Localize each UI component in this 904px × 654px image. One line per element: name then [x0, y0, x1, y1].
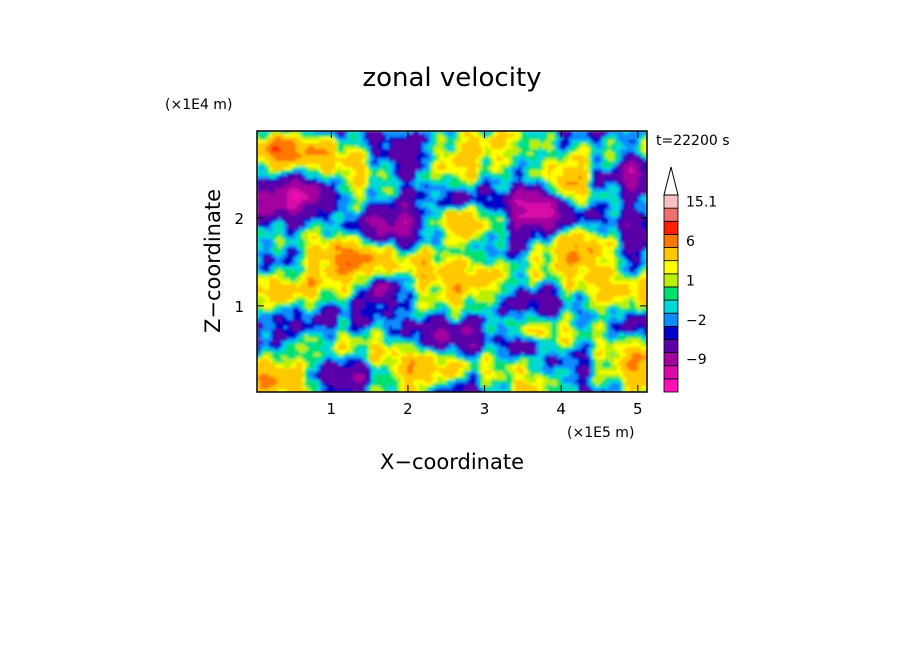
colorbar-segment-10 [663, 247, 679, 262]
y-tick-label-0: 1 [234, 298, 244, 316]
colorbar-segment-4 [663, 325, 679, 340]
y-axis-ticks: 12 [234, 210, 647, 316]
colorbar-label-3: −2 [686, 313, 707, 329]
y-tick-label-1: 2 [234, 210, 244, 228]
time-label: t=22200 s [656, 133, 730, 149]
y-axis-title: Z−coordinate [201, 189, 225, 333]
colorbar-segment-12 [663, 220, 679, 235]
colorbar-segment-7 [663, 286, 679, 301]
colorbar-segment-0 [663, 378, 679, 393]
colorbar-segment-9 [663, 260, 679, 275]
colorbar-segment-13 [663, 207, 679, 222]
colorbar-label-2: 1 [686, 273, 695, 289]
colorbar-label-4: −9 [686, 352, 707, 368]
colorbar-label-0: 15.1 [686, 195, 717, 211]
colorbar-label-1: 6 [686, 234, 695, 250]
x-axis-unit: (×1E5 m) [567, 425, 634, 441]
plot-frame [256, 130, 648, 393]
x-tick-label-0: 1 [327, 400, 337, 418]
x-axis-title: X−coordinate [380, 450, 524, 474]
x-tick-label-3: 4 [556, 400, 566, 418]
x-axis-ticks: 1 2 3 4 5 [327, 131, 643, 418]
colorbar-segment-1 [663, 365, 679, 380]
colorbar-segment-3 [663, 339, 679, 354]
colorbar: 15.1 6 1 −2 −9 [663, 166, 717, 393]
x-tick-label-1: 2 [403, 400, 413, 418]
colorbar-segment-5 [663, 312, 679, 327]
x-tick-label-4: 5 [633, 400, 643, 418]
colorbar-segment-14 [663, 194, 679, 209]
colorbar-segment-11 [663, 233, 679, 248]
y-axis-unit: (×1E4 m) [165, 97, 232, 113]
colorbar-extend-arrow [663, 166, 679, 196]
chart-title: zonal velocity [362, 63, 541, 93]
colorbar-segment-2 [663, 352, 679, 367]
colorbar-segment-6 [663, 299, 679, 314]
colorbar-segment-8 [663, 273, 679, 288]
velocity-field [257, 131, 647, 392]
x-tick-label-2: 3 [480, 400, 490, 418]
